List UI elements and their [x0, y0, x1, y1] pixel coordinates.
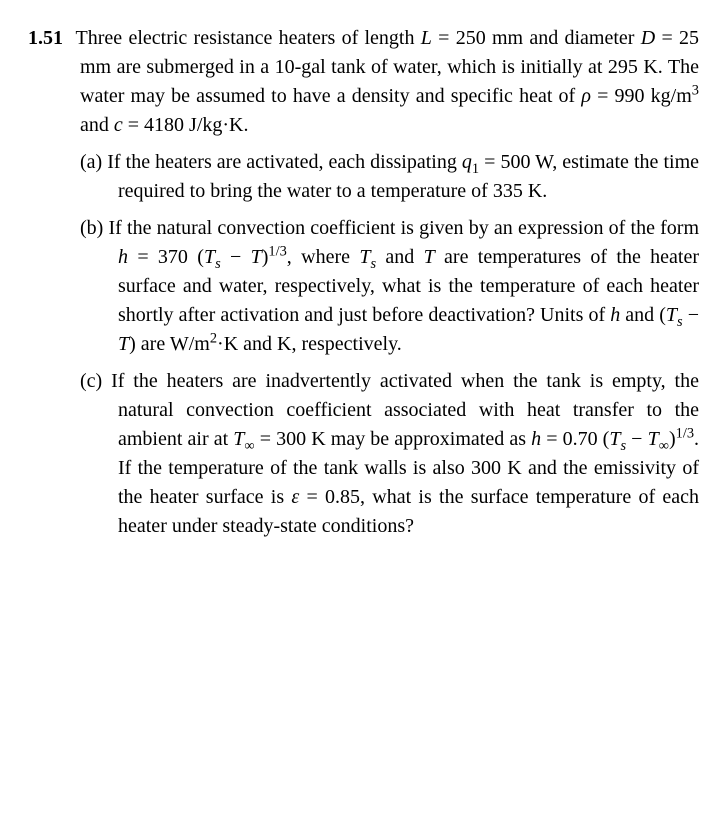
part-c-label: (c): [80, 370, 102, 392]
part-b: (b) If the natural convection coefficien…: [28, 214, 699, 359]
part-a: (a) If the heaters are activated, each d…: [28, 148, 699, 206]
part-c: (c) If the heaters are inadvertently act…: [28, 367, 699, 541]
problem-block: 1.51 Three electric resistance heaters o…: [0, 0, 727, 565]
part-b-label: (b): [80, 217, 103, 239]
part-a-body: If the heaters are activated, each dissi…: [107, 151, 699, 202]
problem-intro: 1.51 Three electric resistance heaters o…: [28, 24, 699, 140]
problem-number: 1.51: [28, 27, 63, 49]
intro-text: Three electric resistance heaters of len…: [76, 27, 699, 136]
part-b-body: If the natural convection coefficient is…: [109, 217, 699, 355]
part-c-body: If the heaters are inadvertently activat…: [111, 370, 699, 537]
part-a-label: (a): [80, 151, 102, 173]
